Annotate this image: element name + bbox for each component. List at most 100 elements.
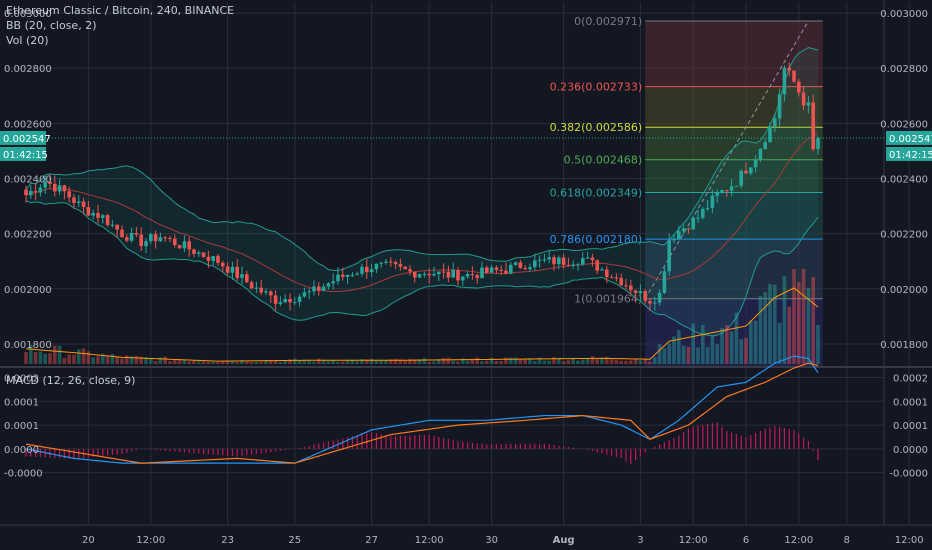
time-tick-label: 6 [743,535,749,546]
volume-bar [317,358,321,364]
volume-bar [173,359,177,364]
candle-body [441,271,446,273]
candle-body [24,189,28,196]
volume-bar [701,324,705,364]
candle-body [749,167,753,174]
candle-body [254,287,259,289]
candle-body [710,195,715,208]
volume-bar [571,357,575,364]
candle-body [456,269,460,281]
volume-bar [269,361,273,364]
candle-body [605,269,609,278]
candle-body [816,137,820,150]
candle-body [662,271,667,293]
volume-bar [264,360,268,364]
candle-body [701,208,705,218]
candle-body [125,237,129,241]
candle-body [134,232,139,235]
left-macd-tick: -0.0000 [4,469,43,480]
volume-bar [53,345,57,364]
candle-body [168,237,172,239]
volume-bar [245,361,249,364]
candle-body [192,249,196,254]
candle-body [725,190,729,192]
candle-body [115,224,119,230]
candle-body [379,262,383,264]
volume-bar [62,357,67,364]
volume-bar [489,358,494,364]
candle-body [216,256,220,263]
fib-zone [645,298,823,366]
volume-bar [110,354,115,364]
volume-bar [278,361,283,364]
candle-body [643,291,647,302]
volume-bar [43,353,47,364]
fib-level-label: 0.5(0.002468) [564,154,643,167]
volume-bar [475,357,479,364]
volume-bar [216,362,220,364]
left-price-badge-label: 0.002547 [3,134,51,145]
candle-body [480,267,484,279]
volume-bar [254,361,259,364]
volume-bar [345,359,350,364]
volume-bar [773,284,777,364]
candle-body [494,267,499,270]
candle-body [609,277,614,279]
candle-body [566,264,571,266]
volume-bar [398,359,403,364]
volume-bar [513,357,518,364]
candle-body [667,240,671,272]
volume-bars [24,269,820,364]
candle-body [302,292,307,297]
volume-bar [614,359,619,364]
candle-body [777,94,782,119]
candle-body [513,262,518,265]
volume-bar [566,360,571,364]
volume-bar [691,323,695,364]
candle-body [528,267,532,270]
time-tick-label: 20 [82,535,95,546]
candle-body [744,170,748,174]
right-macd-tick: 0.0001 [893,421,928,432]
candle-body [288,298,292,303]
candle-body [57,185,62,192]
volume-bar [125,355,129,364]
volume-bar [480,361,484,364]
volume-bar [557,357,561,364]
volume-bar [413,359,417,364]
price-axis: 0.003000 0.003000 0.002800 0.002800 0.002600… [0,9,932,480]
candle-body [393,262,398,265]
volume-bar [48,353,52,364]
candle-body [120,229,124,238]
candle-body [417,274,422,278]
candle-body [317,286,321,291]
volume-bar [96,356,100,364]
fib-level-label: 0.786(0.002180) [550,233,643,246]
volume-legend: Vol (20) [6,34,49,47]
volume-bar [437,359,441,364]
candle-body [672,239,676,241]
candle-body [283,298,287,303]
candle-body [235,266,239,278]
candle-body [331,281,335,284]
candle-body [225,266,230,273]
candle-body [657,292,662,303]
candle-body [187,241,191,250]
right-macd-tick: 0.0002 [893,374,928,385]
volume-bar [576,360,580,364]
candle-body [585,257,590,259]
bb-upper-line [25,47,819,271]
volume-bar [350,359,355,364]
volume-bar [86,351,91,364]
time-tick-label: 12:00 [136,535,165,546]
candle-body [53,183,57,192]
volume-bar [259,362,263,364]
volume-bar [595,358,599,364]
volume-bar [379,359,383,364]
candles [24,62,820,312]
volume-bar [657,344,662,364]
candle-body [509,264,513,274]
candle-body [62,185,67,192]
volume-bar [561,361,566,364]
